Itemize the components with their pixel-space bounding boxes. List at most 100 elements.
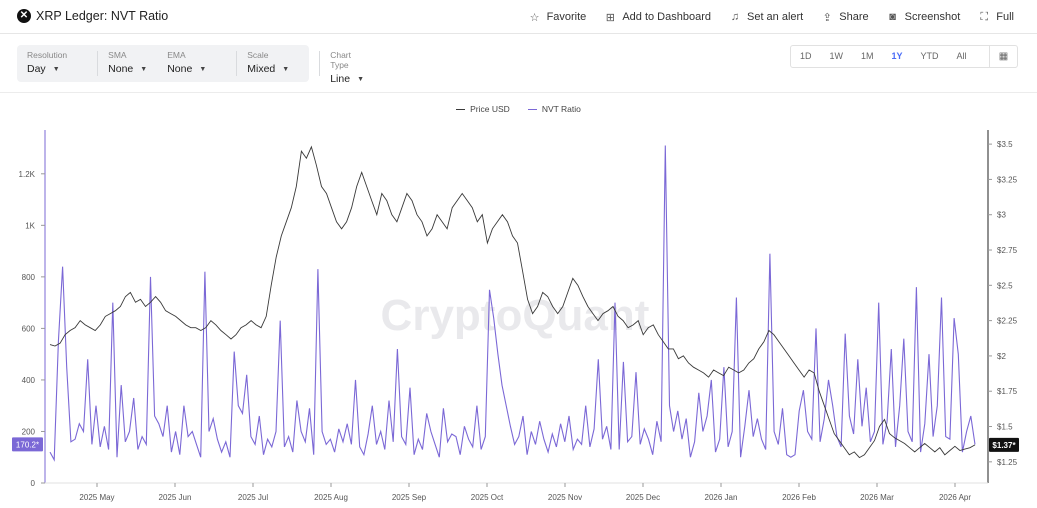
legend-label-price: Price USD xyxy=(470,104,510,114)
chevron-down-icon: ▼ xyxy=(140,65,148,73)
nvt-last-value-badge xyxy=(12,437,43,452)
chart-type-value: Line xyxy=(330,73,351,85)
nvt-ratio-series-line xyxy=(49,145,976,462)
price-last-value-label: $1.37* xyxy=(992,441,1016,450)
chart-controls: Resolution Day ▼ SMA None ▼ EMA None ▼ Scal… xyxy=(17,45,364,85)
x-axis-tick-label: 2025 Aug xyxy=(314,493,348,502)
sma-value: None xyxy=(108,63,134,75)
add-to-dashboard-label: Add to Dashboard xyxy=(622,11,711,23)
control-divider xyxy=(299,51,321,76)
right-axis-tick-label: $2.5 xyxy=(997,281,1013,290)
range-1d[interactable]: 1D xyxy=(800,51,812,61)
ema-select[interactable]: EMA None ▼ xyxy=(157,45,216,82)
camera-icon: ◙ xyxy=(889,11,896,23)
right-axis-tick-label: $3 xyxy=(997,211,1006,220)
x-axis-tick-label: 2025 Sep xyxy=(392,493,427,502)
sma-select[interactable]: SMA None ▼ xyxy=(98,45,157,82)
control-divider xyxy=(216,51,238,76)
legend-swatch-price xyxy=(456,108,466,110)
header-actions: ☆ Favorite ⊞ Add to Dashboard ♫ Set an a… xyxy=(520,0,1023,34)
header: ✕ XRP Ledger: NVT Ratio ☆ Favorite ⊞ Add… xyxy=(0,0,1037,34)
x-axis-tick-label: 2025 Dec xyxy=(626,493,660,502)
resolution-select[interactable]: Resolution Day ▼ xyxy=(17,45,77,82)
add-to-dashboard-button[interactable]: ⊞ Add to Dashboard xyxy=(595,0,720,34)
share-icon: ⇪ xyxy=(822,11,832,24)
chart-type-select[interactable]: Chart Type Line ▼ xyxy=(320,45,374,85)
fullscreen-button[interactable]: ⛶ Full xyxy=(969,0,1023,34)
right-axis-tick-label: $2.25 xyxy=(997,317,1018,326)
legend-item-price[interactable]: Price USD xyxy=(456,102,510,116)
right-axis-tick-label: $1.5 xyxy=(997,423,1013,432)
left-axis-tick-label: 800 xyxy=(22,273,36,282)
favorite-label: Favorite xyxy=(546,11,587,23)
left-axis-tick-label: 1K xyxy=(25,221,35,230)
screenshot-button[interactable]: ◙ Screenshot xyxy=(878,0,970,34)
ema-value: None xyxy=(167,63,193,75)
right-axis-tick-label: $2 xyxy=(997,352,1006,361)
right-axis-tick-label: $1.75 xyxy=(997,387,1018,396)
sma-label: SMA xyxy=(108,50,127,60)
fullscreen-label: Full xyxy=(996,11,1014,23)
left-axis-tick-label: 600 xyxy=(22,324,36,333)
scale-label: Scale xyxy=(247,50,269,60)
bell-icon: ♫ xyxy=(730,11,740,23)
legend-item-nvt[interactable]: NVT Ratio xyxy=(527,102,581,116)
x-axis-tick-label: 2025 Jul xyxy=(238,493,268,502)
set-alert-label: Set an alert xyxy=(746,11,804,23)
x-axis-tick-label: 2025 May xyxy=(79,493,114,502)
calendar-icon[interactable]: ▦ xyxy=(989,46,1017,67)
scale-value: Mixed xyxy=(247,63,276,75)
chevron-down-icon: ▼ xyxy=(282,65,290,73)
xrp-logo-icon: ✕ xyxy=(17,9,31,23)
left-axis-tick-label: 1.2K xyxy=(19,170,36,179)
scale-select[interactable]: Scale Mixed ▼ xyxy=(237,45,299,82)
favorite-button[interactable]: ☆ Favorite xyxy=(520,0,596,34)
control-divider xyxy=(77,51,99,76)
x-axis-tick-label: 2026 Mar xyxy=(860,493,894,502)
legend-swatch-nvt xyxy=(527,108,537,110)
star-icon: ☆ xyxy=(529,11,540,24)
left-axis-tick-label: 400 xyxy=(22,376,36,385)
x-axis-tick-label: 2025 Oct xyxy=(471,493,504,502)
right-axis-tick-label: $2.75 xyxy=(997,246,1018,255)
legend-label-nvt: NVT Ratio xyxy=(541,104,581,114)
price-usd-series-line xyxy=(49,145,976,459)
share-label: Share xyxy=(839,11,869,23)
share-button[interactable]: ⇪ Share xyxy=(812,0,877,34)
x-axis-tick-label: 2025 Jun xyxy=(159,493,192,502)
nvt-last-value-label: 170.2* xyxy=(16,440,39,449)
page-title: XRP Ledger: NVT Ratio xyxy=(36,9,169,23)
right-axis-tick-label: $3.5 xyxy=(997,140,1013,149)
left-axis-tick-label: 0 xyxy=(31,479,36,488)
left-axis-tick-label: 200 xyxy=(22,427,36,436)
x-axis-tick-label: 2026 Jan xyxy=(705,493,738,502)
dashboard-add-icon: ⊞ xyxy=(605,11,615,24)
resolution-value: Day xyxy=(27,63,46,75)
right-axis-tick-label: $3.25 xyxy=(997,175,1018,184)
x-axis-tick-label: 2025 Nov xyxy=(548,493,582,502)
range-ytd[interactable]: YTD xyxy=(920,51,939,61)
x-axis-tick-label: 2026 Apr xyxy=(939,493,971,502)
chevron-down-icon: ▼ xyxy=(52,65,60,73)
screenshot-label: Screenshot xyxy=(904,11,961,23)
chart-type-label: Chart Type xyxy=(330,50,352,70)
right-axis-tick-label: $1.25 xyxy=(997,458,1018,467)
chart-legend: Price USD NVT Ratio xyxy=(0,102,1037,116)
time-range-selector: 1D 1W 1M 1Y YTD All ▦ xyxy=(790,45,1018,68)
chevron-down-icon: ▼ xyxy=(357,75,365,83)
ema-label: EMA xyxy=(167,50,186,60)
resolution-label: Resolution xyxy=(27,50,68,60)
x-axis-tick-label: 2026 Feb xyxy=(782,493,816,502)
range-all[interactable]: All xyxy=(956,51,967,61)
set-alert-button[interactable]: ♫ Set an alert xyxy=(720,0,812,34)
header-divider xyxy=(0,92,1037,93)
price-last-value-badge xyxy=(989,437,1019,452)
chevron-down-icon: ▼ xyxy=(199,65,207,73)
range-1y[interactable]: 1Y xyxy=(891,51,903,61)
range-1w[interactable]: 1W xyxy=(829,51,844,61)
nvt-price-chart[interactable]: CryptoQuant 0 200 400 600 800 1K 1.2K $1.25 $1.5 $… xyxy=(0,96,1037,508)
watermark: CryptoQuant xyxy=(381,291,650,340)
expand-icon: ⛶ xyxy=(980,10,989,23)
range-1m[interactable]: 1M xyxy=(861,51,874,61)
